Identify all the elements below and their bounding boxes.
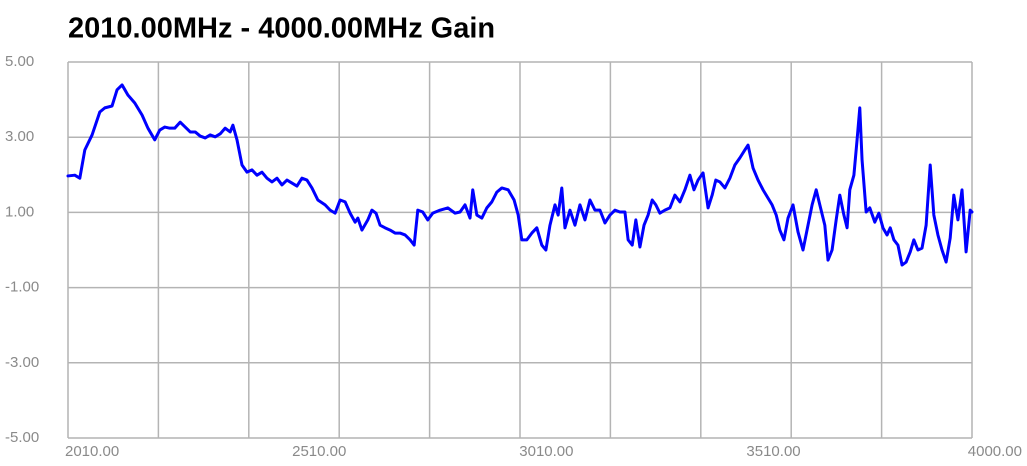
x-tick-label: 2510.00	[292, 443, 346, 460]
x-tick-label: 3010.00	[519, 443, 573, 460]
y-tick-label: -3.00	[5, 354, 39, 371]
line-series	[66, 83, 974, 267]
y-tick-label: 5.00	[5, 53, 34, 70]
chart-title: 2010.00MHz - 4000.00MHz Gain	[68, 13, 495, 45]
x-tick-label: 4000.00	[968, 443, 1022, 460]
x-tick-label: 2010.00	[65, 443, 119, 460]
y-tick-label: 1.00	[5, 203, 34, 220]
y-tick-label: 3.00	[5, 128, 34, 145]
y-tick-label: -1.00	[5, 279, 39, 296]
y-tick-label: -5.00	[5, 429, 39, 446]
x-tick-label: 3510.00	[746, 443, 800, 460]
